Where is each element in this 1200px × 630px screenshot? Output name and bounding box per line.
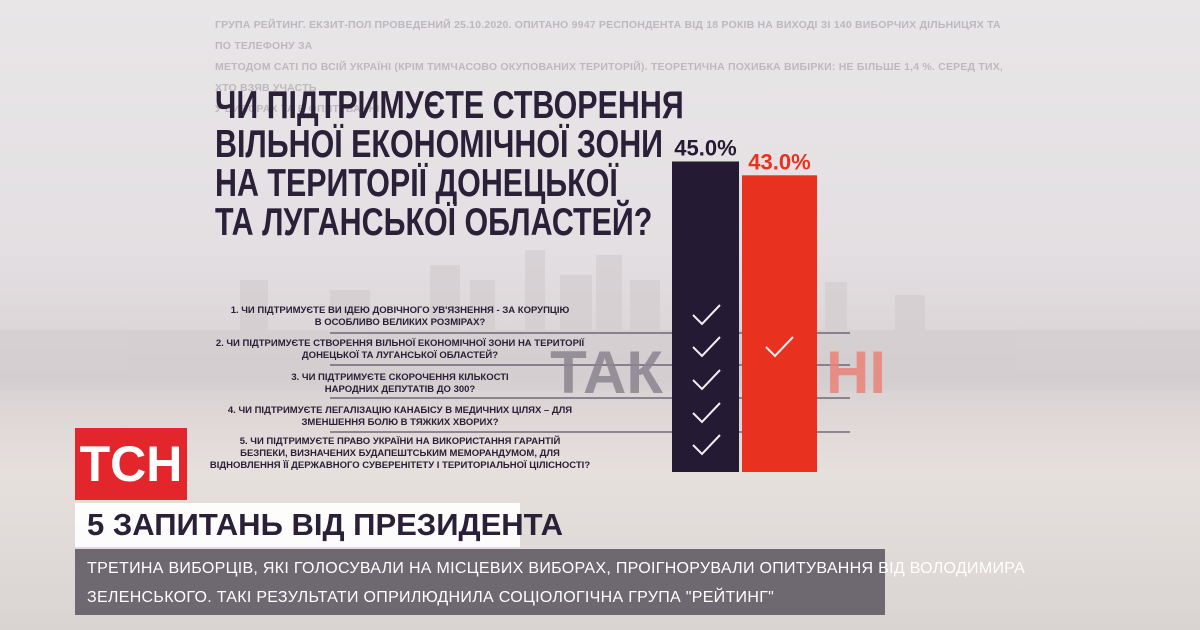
skyline xyxy=(0,250,1200,390)
subtitle: ТРЕТИНА ВИБОРЦІВ, ЯКІ ГОЛОСУВАЛИ НА МІСЦ… xyxy=(75,549,1025,615)
chart-title: ЧИ ПІДТРИМУЄТЕ СТВОРЕННЯ ВІЛЬНОЇ ЕКОНОМІ… xyxy=(215,84,684,244)
value-label: 43.0% xyxy=(748,149,810,174)
category-label: ТАК xyxy=(550,339,663,406)
headline: 5 ЗАПИТАНЬ ВІД ПРЕЗИДЕНТА xyxy=(75,503,563,547)
checkmark xyxy=(692,369,721,391)
bar xyxy=(742,175,817,473)
checkmark xyxy=(692,304,721,326)
source-note: ГРУПА РЕЙТИНГ. ЕКЗИТ-ПОЛ ПРОВЕДЕНИЙ 25.1… xyxy=(215,19,1004,115)
checkmark xyxy=(692,402,721,424)
question: 5. ЧИ ПІДТРИМУЄТЕ ПРАВО УКРАЇНИ НА ВИКОР… xyxy=(209,436,591,471)
logo: ТСН xyxy=(75,428,187,500)
value-label: 45.0% xyxy=(674,136,736,161)
checkmark xyxy=(692,336,721,358)
question: 3. ЧИ ПІДТРИМУЄТЕ СКОРОЧЕННЯ КІЛЬКОСТІ Н… xyxy=(291,372,509,395)
checkmark xyxy=(765,336,794,358)
checkmark xyxy=(692,434,721,456)
question: 1. ЧИ ПІДТРИМУЄТЕ ВИ ІДЕЮ ДОВІЧНОГО УВ'Я… xyxy=(230,305,570,328)
question: 2. ЧИ ПІДТРИМУЄТЕ СТВОРЕННЯ ВІЛЬНОЇ ЕКОН… xyxy=(215,338,585,361)
question: 4. ЧИ ПІДТРИМУЄТЕ ЛЕГАЛІЗАЦІЮ КАНАБІСУ В… xyxy=(227,405,573,428)
bar xyxy=(672,161,739,472)
category-label: НІ xyxy=(826,339,886,406)
